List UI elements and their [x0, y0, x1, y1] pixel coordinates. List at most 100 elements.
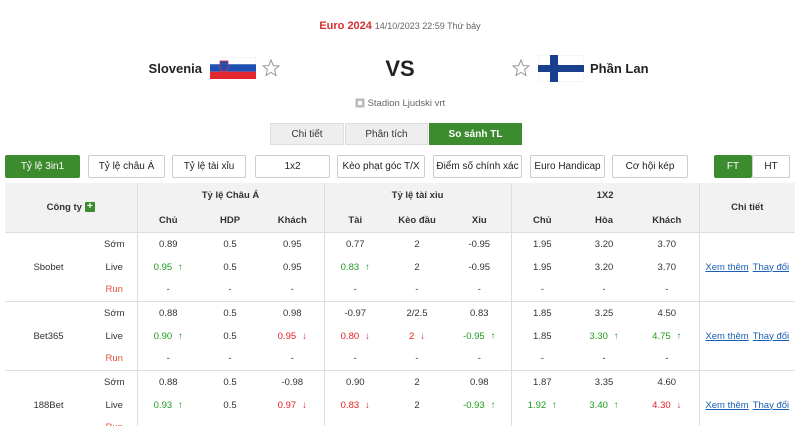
odds-value: 0.88 [159, 376, 178, 388]
odds-value: 0.5 [223, 238, 237, 250]
odds-cell: 2 [386, 256, 448, 279]
column-header: Khách [261, 208, 325, 233]
filter-button[interactable]: Kèo phạt góc T/X [337, 155, 425, 178]
odds-value: - [166, 284, 170, 296]
line-label: Run [105, 284, 123, 296]
odds-cell: 0.83 [323, 255, 387, 279]
detail-link[interactable]: Xem thêm [705, 261, 749, 273]
bookmaker[interactable]: Bet365 [5, 301, 92, 371]
odds-value: - [541, 422, 544, 426]
odds-value: 0.93 [154, 400, 183, 411]
odds-value: 4.30 [652, 400, 681, 411]
odds-cell: - [199, 278, 261, 301]
company-label: Công ty [46, 202, 82, 213]
odds-cell: -0.95 [448, 231, 512, 256]
odds-table: Công ty + Tỷ lệ Châu Á Tỷ lệ tài xỉu 1X2 … [5, 183, 796, 426]
odds-cell: - [199, 347, 261, 370]
odds-row: Sbobet Sớm 0.89 0.5 0.95 0.77 2 -0.95 1.95 3.20 3.… [5, 231, 796, 302]
odds-cell: 1.95 [510, 255, 574, 279]
home-team[interactable]: Slovenia [148, 61, 202, 76]
bookmaker[interactable]: 188Bet [5, 370, 92, 426]
odds-value: 0.80 [341, 331, 370, 342]
datetime: 14/10/2023 22:59 Thứ bảy [374, 21, 481, 31]
detail-link[interactable]: Thay đổi [752, 330, 790, 342]
odds-cell: - [136, 278, 200, 302]
away-team[interactable]: Phần Lan [590, 61, 649, 76]
odds-cell: 3.20 [573, 256, 635, 279]
odds-cell: 0.5 [199, 256, 261, 279]
odds-cell: - [448, 347, 511, 370]
odds-value: 0.95 [278, 331, 307, 342]
odds-value: 1.95 [533, 238, 552, 250]
odds-value: 0.5 [223, 307, 237, 319]
odds-cell: 0.97 [261, 394, 324, 417]
odds-value: 0.83 [470, 307, 489, 319]
filter-button[interactable]: Điểm số chính xác [433, 155, 522, 178]
odds-value: 4.75 [652, 331, 681, 342]
odds-value: 3.30 [589, 331, 618, 342]
odds-cell: -0.98 [261, 370, 325, 394]
home-flag [210, 57, 256, 79]
odds-row: Live 0.93 0.5 0.97 0.83 2 -0.93 1.92 3.40 4.30 [5, 393, 795, 417]
odds-cell: 2 [386, 370, 449, 394]
tab[interactable]: So sánh TL [429, 123, 522, 145]
odds-cell: - [448, 278, 511, 301]
odds-cell: 0.5 [199, 370, 262, 394]
favorite-home[interactable] [262, 59, 280, 77]
odds-value: 2 [414, 238, 420, 250]
odds-value: 0.95 [283, 261, 302, 273]
odds-value: - [602, 422, 605, 426]
odds-cell: 3.40 [573, 394, 635, 417]
tab[interactable]: Chi tiết [270, 123, 344, 145]
odds-value: 0.5 [223, 399, 237, 411]
bookmaker[interactable]: Sbobet [5, 231, 92, 302]
odds-value: 1.85 [533, 330, 552, 342]
odds-value: - [478, 422, 481, 426]
filter-button[interactable]: Tỷ lệ 3in1 [5, 155, 80, 178]
line-label: Run [92, 417, 137, 426]
odds-cell: 0.80 [323, 324, 387, 348]
column-header: Kèo đầu [386, 208, 449, 233]
odds-value: 1.92 [528, 400, 557, 411]
period-button[interactable]: FT [714, 155, 752, 178]
filter-button[interactable]: Cơ hội kép [612, 155, 688, 178]
detail-link[interactable]: Thay đổi [752, 261, 790, 273]
add-company[interactable]: + [84, 202, 95, 213]
odds-cell: 0.95 [136, 255, 200, 279]
group-header: Tỷ lệ Châu Á [136, 183, 325, 208]
detail-link[interactable]: Xem thêm [705, 330, 749, 342]
league[interactable]: Euro 2024 [319, 20, 372, 32]
odds-value: - [665, 284, 669, 296]
odds-value: 1.85 [533, 307, 552, 319]
odds-cell: - [323, 278, 387, 302]
filter-button[interactable]: Euro Handicap [530, 155, 605, 178]
odds-cell: 0.83 [323, 393, 387, 417]
odds-cell: 0.5 [199, 325, 261, 348]
away-flag [538, 55, 584, 82]
line-label: Live [105, 261, 123, 273]
odds-cell: 2 [386, 231, 449, 256]
column-header: Chủ [136, 208, 200, 233]
odds-value: - [167, 422, 170, 426]
odds-cell: 0.90 [323, 370, 387, 394]
favorite-away[interactable] [512, 59, 530, 77]
odds-cell: - [510, 347, 574, 371]
odds-cell: 0.77 [323, 231, 387, 256]
tab[interactable]: Phân tích [345, 123, 428, 145]
group-header: 1X2 [510, 183, 700, 208]
filter-button[interactable]: Tỷ lệ tài xỉu [172, 155, 246, 178]
detail-link[interactable]: Thay đổi [752, 399, 790, 411]
odds-cell: 0.88 [136, 370, 200, 394]
column-header: Tài [323, 208, 387, 233]
odds-value: 2 [414, 261, 420, 273]
filter-button[interactable]: 1x2 [255, 155, 330, 178]
odds-cell: 0.5 [199, 231, 262, 256]
odds-value: 4.60 [657, 376, 677, 388]
odds-cell: - [510, 416, 574, 426]
odds-value: 0.83 [341, 262, 370, 273]
period-button[interactable]: HT [752, 155, 790, 178]
detail-link[interactable]: Xem thêm [705, 399, 749, 411]
column-header: Xỉu [448, 208, 512, 233]
filter-button[interactable]: Tỷ lệ châu Á [88, 155, 165, 178]
odds-cell: - [635, 347, 699, 370]
